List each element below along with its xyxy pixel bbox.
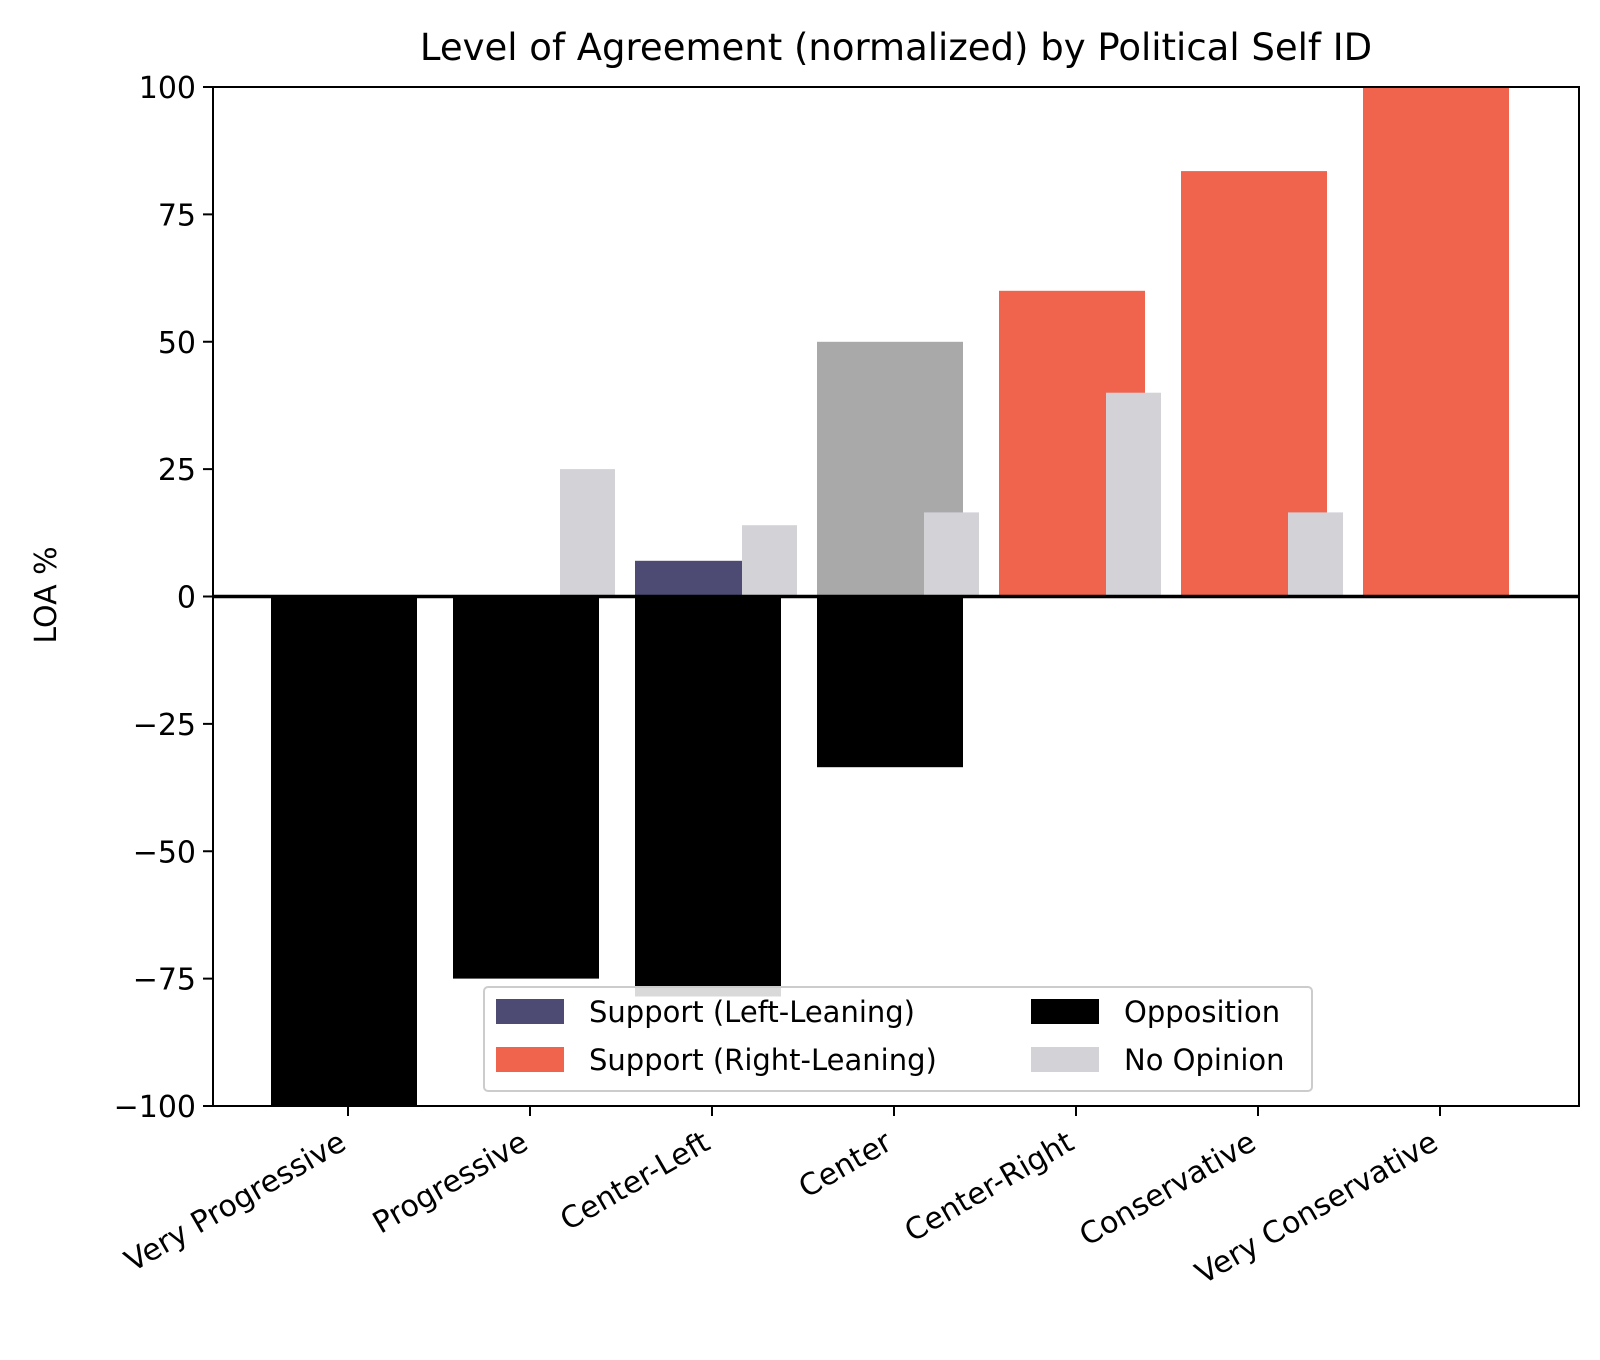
y-tick-label: 0: [177, 581, 196, 616]
x-tick-label-conservative: Conservative: [1074, 1125, 1262, 1254]
legend-label-no-opinion: No Opinion: [1124, 1043, 1285, 1077]
y-axis-label: LOA %: [29, 546, 64, 643]
bar-no-opinion-center-right: [1106, 392, 1161, 597]
y-tick-label: −75: [133, 963, 196, 998]
legend-swatch-support-right-leaning: [496, 1047, 564, 1072]
bars-group: [271, 87, 1509, 1106]
y-tick-label: 25: [158, 453, 196, 488]
bar-no-opinion-conservative: [1288, 512, 1343, 597]
bar-no-opinion-progressive: [560, 469, 615, 597]
bar-no-opinion-center-left: [742, 525, 797, 597]
y-tick-label: 100: [139, 71, 196, 106]
y-tick-label: 75: [158, 198, 196, 233]
legend-label-support-right-leaning: Support (Right-Leaning): [589, 1043, 937, 1077]
x-tick-label-center-right: Center-Right: [899, 1125, 1080, 1250]
legend-swatch-opposition: [1031, 999, 1099, 1024]
bar-support-right-leaning-very-conservative: [1363, 87, 1509, 597]
bar-opposition-progressive: [453, 596, 599, 979]
y-tick-label: −50: [133, 835, 196, 870]
x-tick-label-center-left: Center-Left: [554, 1125, 716, 1239]
legend-label-opposition: Opposition: [1124, 995, 1280, 1029]
bar-opposition-center: [817, 596, 963, 768]
legend-swatch-no-opinion: [1031, 1047, 1099, 1072]
legend: Support (Left-Leaning) Opposition Support …: [483, 986, 1313, 1092]
x-axis: Very Progressive Progressive Center-Left Ce…: [119, 1106, 1444, 1292]
x-tick-label-progressive: Progressive: [367, 1125, 534, 1242]
bar-no-opinion-center: [924, 512, 979, 597]
x-tick-label-very-progressive: Very Progressive: [119, 1125, 352, 1280]
y-tick-label: −25: [133, 708, 196, 743]
bar-opposition-very-progressive: [271, 596, 417, 1106]
legend-box: [483, 986, 1313, 1092]
legend-swatch-support-left-leaning: [496, 999, 564, 1024]
x-tick-label-center: Center: [793, 1124, 899, 1205]
y-tick-label: −100: [114, 1090, 196, 1125]
y-axis: 100 75 50 25 0 −25 −50 −75 −100: [114, 71, 213, 1125]
legend-label-support-left-leaning: Support (Left-Leaning): [589, 995, 915, 1029]
bar-opposition-center-left: [635, 596, 781, 997]
y-tick-label: 50: [158, 326, 196, 361]
chart-title: Level of Agreement (normalized) by Polit…: [420, 26, 1372, 69]
